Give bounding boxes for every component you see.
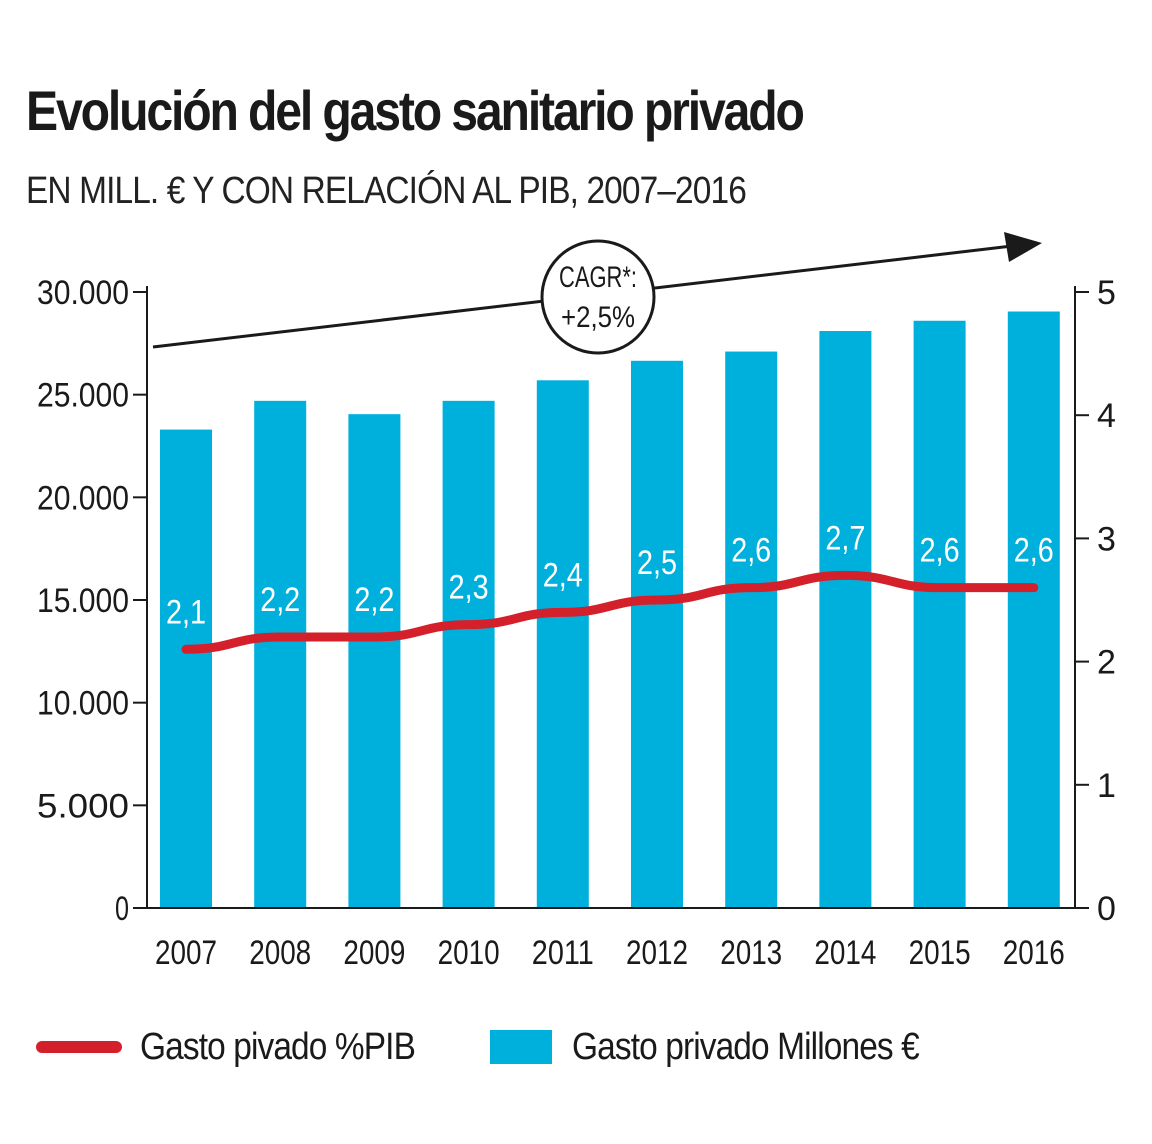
bar-2013 [725, 351, 778, 909]
pib-data-label: 2,7 [825, 519, 865, 557]
left-tick-label: 0 [115, 890, 129, 928]
right-tick-label: 4 [1097, 397, 1116, 435]
cagr-label: CAGR*: [559, 261, 637, 294]
legend-item-line: Gasto pivado %PIB [36, 1022, 453, 1072]
cagr-value: +2,5% [561, 301, 635, 334]
pib-data-label: 2,1 [166, 593, 206, 631]
pib-data-label: 2,6 [1014, 532, 1054, 570]
pib-data-label: 2,6 [920, 532, 960, 570]
legend-label-pib: Gasto pivado %PIB [140, 1025, 416, 1068]
cagr-badge [540, 239, 656, 355]
bar-2016 [1007, 311, 1060, 908]
right-tick-label: 5 [1097, 274, 1116, 312]
pib-data-label: 2,5 [637, 544, 677, 582]
pib-data-label: 2,2 [260, 581, 300, 619]
right-tick-label: 2 [1097, 644, 1116, 682]
chart-subtitle: EN MILL. € Y CON RELACIÓN AL PIB, 2007–2… [26, 170, 747, 212]
x-tick-label: 2015 [909, 934, 971, 972]
pib-data-label: 2,3 [449, 569, 489, 607]
bar-2007 [160, 429, 212, 908]
legend-line-swatch [36, 1041, 122, 1053]
left-tick-label: 15.000 [37, 582, 129, 620]
pib-data-label: 2,4 [543, 556, 583, 594]
left-tick-label: 10.000 [37, 685, 129, 723]
legend: Gasto pivado %PIB Gasto privado Millones… [0, 1022, 1152, 1072]
x-tick-label: 2013 [720, 934, 782, 972]
left-tick-label: 25.000 [37, 377, 129, 415]
x-tick-label: 2014 [814, 934, 876, 972]
left-tick-label: 30.000 [37, 274, 129, 312]
bar-2012 [631, 360, 683, 909]
bar-2008 [254, 400, 307, 908]
right-tick-label: 3 [1097, 520, 1116, 558]
chart-area: 0 5.000 10.000 15.000 20.000 25.000 30.000 0 1 2 3… [37, 232, 1116, 972]
x-tick-label: 2016 [1003, 934, 1065, 972]
right-tick-label: 1 [1097, 767, 1116, 805]
right-tick-label: 0 [1097, 890, 1116, 928]
legend-item-box: Gasto privado Millones € [490, 1022, 966, 1072]
pib-data-label: 2,2 [354, 581, 394, 619]
x-tick-label: 2011 [532, 934, 594, 972]
x-tick-label: 2010 [438, 934, 500, 972]
x-tick-label: 2012 [626, 934, 688, 972]
legend-label-millones: Gasto privado Millones € [572, 1025, 920, 1068]
legend-box-swatch [490, 1030, 552, 1064]
bar-2011 [536, 380, 589, 908]
left-tick-label: 5.000 [37, 787, 129, 825]
x-tick-label: 2009 [343, 934, 405, 972]
bar-2009 [348, 414, 401, 908]
bar-2015 [913, 320, 966, 908]
pib-data-label: 2,6 [731, 532, 771, 570]
x-tick-label: 2007 [155, 934, 217, 972]
pib-line [181, 570, 1039, 654]
bar-2014 [819, 331, 872, 909]
cagr-arrow-head [1004, 232, 1042, 262]
chart-title: Evolución del gasto sanitario privado [26, 79, 805, 142]
x-tick-label: 2008 [249, 934, 311, 972]
bar-2010 [442, 400, 495, 908]
left-tick-label: 20.000 [37, 479, 129, 517]
